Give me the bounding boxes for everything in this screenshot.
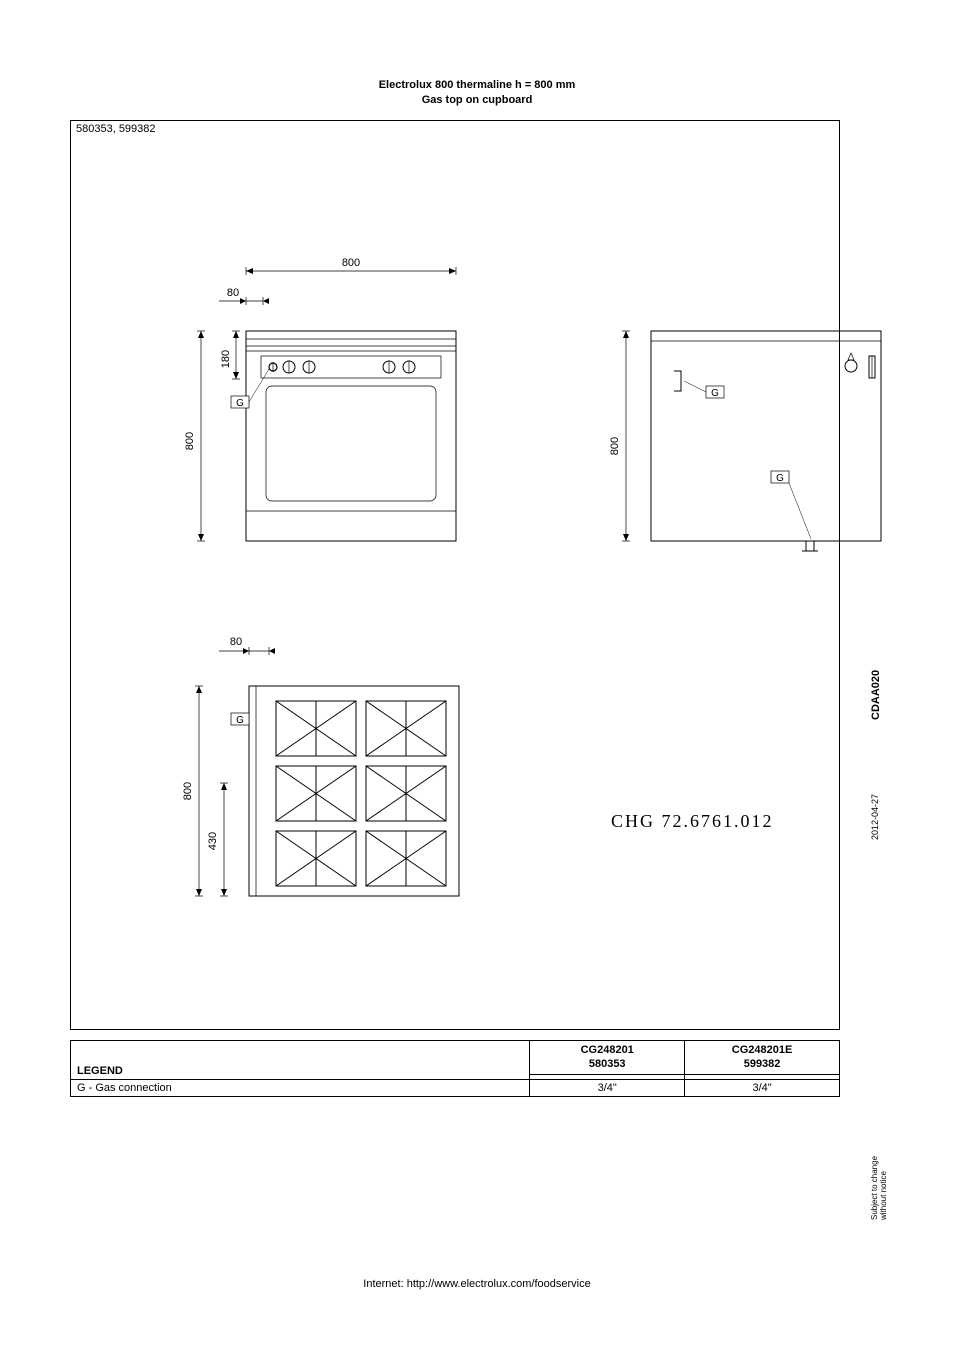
- footer: Internet: http://www.electrolux.com/food…: [0, 1278, 954, 1290]
- legend-title: LEGEND: [71, 1041, 530, 1080]
- dim-80: 80: [227, 287, 239, 299]
- dim-800-h: 800: [184, 432, 196, 450]
- row-g-val1: 3/4": [530, 1079, 685, 1096]
- dim-800-top: 800: [182, 782, 194, 800]
- diagram-front-view: 800 80 180 800: [161, 251, 481, 551]
- diagram-top-view: 80 800 430 G: [161, 631, 481, 911]
- g-label-4: G: [236, 715, 244, 726]
- col2-model: CG248201E: [732, 1044, 793, 1056]
- legend-table: LEGEND CG248201 580353 CG248201E 599382 …: [70, 1040, 840, 1097]
- side-code: CDAA020: [870, 670, 882, 720]
- row-g-label: G - Gas connection: [71, 1079, 530, 1096]
- col1-model: CG248201: [581, 1044, 634, 1056]
- frame-label: 580353, 599382: [76, 123, 156, 135]
- dim-180: 180: [220, 350, 232, 368]
- table-row: G - Gas connection 3/4" 3/4": [71, 1079, 840, 1096]
- table-row: LEGEND CG248201 580353 CG248201E 599382: [71, 1041, 840, 1075]
- col2-header: CG248201E 599382: [685, 1041, 840, 1075]
- diagram-side-view: 800 G G: [596, 311, 906, 571]
- col1-header: CG248201 580353: [530, 1041, 685, 1075]
- dim-430: 430: [207, 832, 219, 850]
- page-header: Electrolux 800 thermaline h = 800 mm Gas…: [0, 78, 954, 109]
- col1-code: 580353: [589, 1058, 626, 1070]
- header-line2: Gas top on cupboard: [0, 93, 954, 108]
- dim-80-top: 80: [230, 636, 242, 648]
- header-line1: Electrolux 800 thermaline h = 800 mm: [0, 78, 954, 93]
- g-label-2: G: [711, 388, 719, 399]
- g-label-1: G: [236, 398, 244, 409]
- side-date: 2012-04-27: [870, 794, 880, 840]
- dim-800-w: 800: [342, 257, 360, 269]
- g-label-3: G: [776, 473, 784, 484]
- dim-800-side: 800: [609, 437, 621, 455]
- side-notice: Subject to change without notice: [870, 1136, 888, 1220]
- diagram-frame: 580353, 599382 800 80 180 800: [70, 120, 840, 1030]
- chg-text: CHG 72.6761.012: [611, 811, 774, 832]
- col2-code: 599382: [744, 1058, 781, 1070]
- row-g-val2: 3/4": [685, 1079, 840, 1096]
